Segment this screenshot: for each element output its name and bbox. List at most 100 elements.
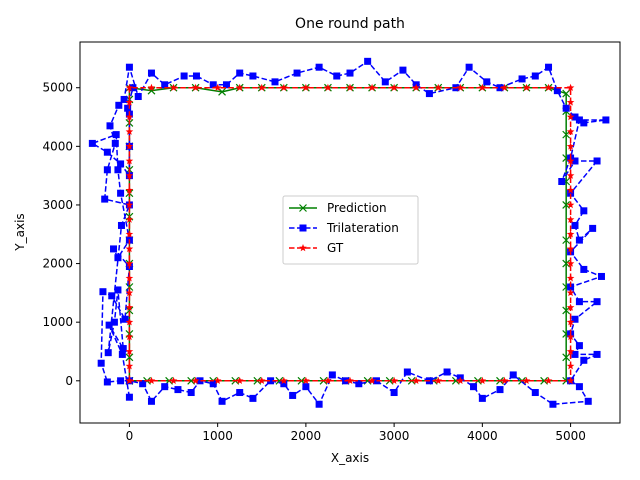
data-point — [125, 171, 134, 179]
data-point — [566, 171, 575, 179]
data-point — [97, 359, 105, 367]
data-point — [125, 98, 134, 106]
series-line — [90, 60, 606, 406]
legend-entry: Prediction — [289, 201, 387, 215]
data-point — [236, 69, 244, 77]
data-point — [566, 376, 575, 385]
data-point — [381, 78, 389, 86]
data-point — [580, 265, 588, 273]
data-point — [566, 274, 575, 282]
data-point — [545, 63, 553, 71]
data-point — [355, 380, 363, 388]
data-point — [289, 391, 297, 399]
data-point — [571, 221, 579, 229]
data-point — [169, 83, 178, 91]
data-point — [117, 189, 125, 197]
data-point — [192, 72, 200, 80]
data-point — [562, 236, 571, 245]
data-point — [125, 63, 133, 71]
data-point — [315, 63, 323, 71]
data-point — [125, 127, 134, 135]
data-point — [147, 69, 155, 77]
data-point — [110, 245, 118, 253]
data-point — [456, 376, 465, 385]
data-point — [566, 156, 575, 165]
data-point — [191, 376, 200, 385]
y-tick-label: 5000 — [42, 81, 73, 95]
data-point — [196, 377, 204, 385]
data-point — [118, 350, 126, 358]
data-point — [110, 318, 118, 326]
data-point — [566, 142, 575, 150]
data-point — [302, 383, 310, 391]
data-point — [120, 95, 128, 103]
data-point — [580, 356, 588, 364]
data-point — [567, 283, 575, 291]
data-point — [443, 368, 451, 376]
data-point — [112, 131, 120, 139]
data-point — [111, 139, 119, 147]
data-point — [121, 315, 129, 323]
y-tick-label: 3000 — [42, 198, 73, 212]
x-tick-label: 4000 — [467, 429, 498, 443]
data-point — [390, 389, 398, 397]
data-point — [566, 230, 575, 238]
series-line — [128, 86, 572, 382]
data-point — [106, 122, 114, 130]
data-point — [558, 178, 566, 186]
series-gt — [125, 83, 575, 385]
data-point — [324, 83, 332, 91]
data-point — [571, 157, 579, 165]
y-tick-label: 1000 — [42, 315, 73, 329]
legend-entry: GT — [289, 241, 344, 255]
data-point — [566, 318, 575, 326]
data-point — [434, 83, 443, 91]
data-point — [575, 116, 583, 124]
data-point — [103, 166, 111, 174]
data-point — [571, 113, 579, 121]
y-axis-label: Y_axis — [13, 213, 27, 251]
data-point — [125, 303, 134, 311]
data-point — [434, 376, 443, 385]
data-point — [478, 394, 486, 402]
data-point — [115, 101, 123, 109]
data-point — [483, 78, 491, 86]
data-point — [566, 288, 575, 297]
data-point — [425, 90, 433, 98]
data-point — [324, 376, 332, 385]
data-point — [562, 306, 571, 315]
data-point — [117, 160, 125, 168]
data-point — [117, 221, 125, 229]
plot-area — [88, 57, 610, 408]
data-point — [575, 236, 583, 244]
data-point — [399, 66, 407, 74]
data-point — [114, 286, 122, 294]
data-point — [125, 274, 134, 282]
data-point — [119, 345, 127, 353]
data-point — [575, 298, 583, 306]
data-point — [180, 72, 188, 80]
x-tick-label: 5000 — [555, 429, 586, 443]
data-point — [257, 376, 266, 385]
data-point — [602, 116, 610, 124]
data-point — [169, 376, 178, 385]
legend: Prediction Trilateration GT — [282, 195, 419, 265]
data-point — [125, 156, 134, 165]
data-point — [390, 83, 398, 91]
data-point — [213, 83, 222, 91]
data-point — [566, 244, 575, 253]
data-point — [209, 380, 217, 388]
data-point — [456, 83, 465, 91]
data-point — [566, 215, 575, 223]
data-point — [580, 207, 588, 215]
data-point — [571, 315, 579, 323]
data-point — [580, 119, 588, 127]
data-point — [566, 200, 575, 209]
data-point — [315, 400, 323, 408]
data-point — [478, 376, 487, 385]
data-point — [368, 376, 376, 385]
x-tick-label: 2000 — [291, 429, 322, 443]
data-point — [249, 72, 257, 80]
data-point — [412, 83, 420, 91]
